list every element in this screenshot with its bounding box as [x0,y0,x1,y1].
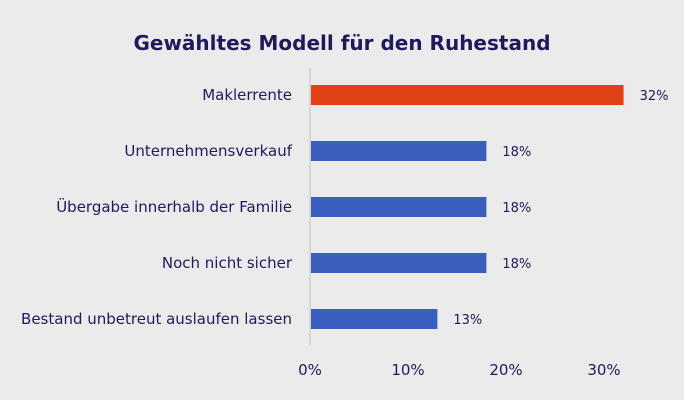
category-label: Noch nicht sicher [162,254,293,272]
x-tick-label: 20% [489,361,522,379]
x-tick-label: 10% [391,361,424,379]
data-label: 18% [502,257,531,272]
chart-title: Gewähltes Modell für den Ruhestand [133,31,550,55]
data-label: 13% [453,313,482,328]
x-axis-ticks: 0% 10% 20% 30% [298,361,621,379]
category-label: Maklerrente [202,86,292,104]
category-label: Bestand unbetreut auslaufen lassen [21,310,292,328]
bars-group: Maklerrente 32% Unternehmensverkauf 18% Über… [21,85,669,329]
bar [311,253,487,273]
bar [311,197,487,217]
x-tick-label: 30% [587,361,620,379]
category-label: Übergabe innerhalb der Familie [56,197,292,216]
data-label: 18% [502,145,531,160]
category-label: Unternehmensverkauf [124,142,292,160]
bar [311,85,624,105]
x-tick-label: 0% [298,361,322,379]
data-label: 32% [640,89,669,104]
data-label: 18% [502,201,531,216]
bar [311,141,487,161]
bar [311,309,438,329]
